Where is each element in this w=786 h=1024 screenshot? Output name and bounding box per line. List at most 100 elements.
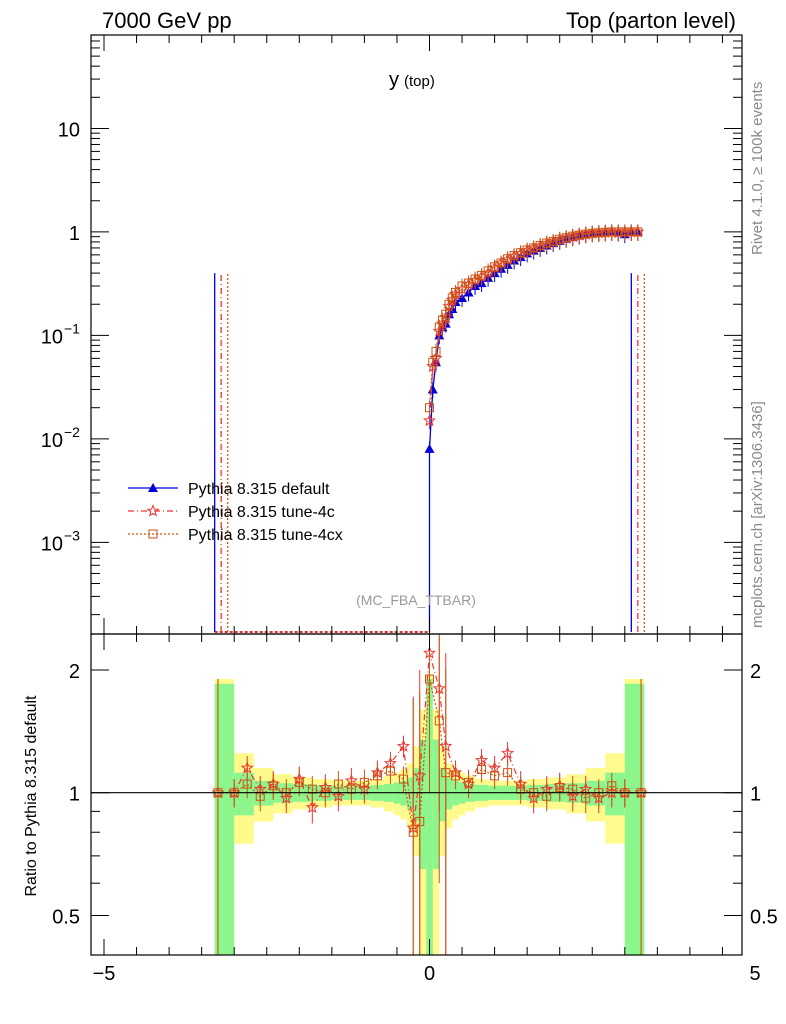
data-point-square — [548, 236, 558, 246]
ratio-y-tick-label: 1 — [69, 784, 80, 806]
ratio-series-square — [213, 634, 646, 955]
data-point-square — [613, 227, 623, 237]
data-point-square — [451, 771, 461, 781]
energy-label: 7000 GeV pp — [102, 8, 232, 33]
uncertainty-band-green — [439, 767, 446, 822]
data-point-square — [242, 779, 252, 789]
data-point-square — [268, 781, 278, 791]
uncertainty-band-green — [413, 767, 420, 822]
ratio-plot-panel: −5 0 5 2 2 1 1 0.5 0.5 Ratio to Pythia 8.315 def… — [23, 633, 778, 985]
y-tick-label: 10 — [41, 430, 63, 452]
data-point-triangle — [427, 384, 438, 394]
data-point-star — [331, 789, 345, 802]
data-point-square — [516, 248, 526, 258]
data-point-square — [372, 771, 382, 781]
data-point-square — [503, 768, 513, 778]
uncertainty-band-green — [426, 679, 430, 955]
uncertainty-band-green — [605, 772, 625, 816]
data-point-square — [359, 777, 369, 787]
uncertainty-band-green — [214, 683, 235, 955]
data-point-triangle — [424, 443, 435, 453]
data-point-star — [429, 351, 443, 364]
data-point-square — [333, 779, 343, 789]
data-point-square — [294, 777, 304, 787]
data-point-square — [568, 231, 578, 241]
series-line — [428, 231, 638, 421]
ratio-ylabel: Ratio to Pythia 8.315 default — [23, 695, 40, 897]
series-triangle — [424, 224, 643, 458]
data-point-square — [633, 227, 643, 237]
data-point-square — [581, 793, 591, 803]
x-tick-label: −5 — [93, 963, 116, 985]
data-point-square — [444, 299, 454, 309]
analysis-watermark: (MC_FBA_TTBAR) — [356, 592, 476, 608]
ratio-y-tick-label-right: 0.5 — [750, 906, 778, 928]
mcplots-label: mcplots.cern.ch [arXiv:1306.3436] — [749, 401, 766, 628]
data-point-square — [415, 816, 425, 826]
legend-label: Pythia 8.315 tune-4cx — [188, 527, 343, 544]
data-point-square — [594, 228, 604, 238]
ratio-y-tick-label-right: 1 — [750, 784, 761, 806]
data-point-square — [148, 529, 158, 539]
y-tick-label: 10 — [58, 119, 80, 141]
y-tick-label: 1 — [69, 223, 80, 245]
data-point-square — [581, 229, 591, 239]
data-point-square — [464, 777, 474, 787]
data-point-square — [607, 227, 617, 237]
uncertainty-band-green — [624, 683, 645, 955]
data-point-square — [434, 322, 444, 332]
uncertainty-band-green — [445, 777, 453, 810]
y-tick-exponent: −3 — [64, 527, 80, 543]
data-point-square — [477, 765, 487, 775]
data-point-square — [425, 403, 434, 413]
data-point-square — [431, 346, 441, 356]
legend-label: Pythia 8.315 tune-4c — [188, 504, 335, 521]
ratio-y-tick-label-right: 2 — [750, 661, 761, 683]
data-point-star — [305, 800, 319, 813]
series-line — [428, 231, 638, 449]
ratio-y-tick-label: 2 — [69, 661, 80, 683]
data-point-square — [438, 315, 448, 325]
data-point-square — [522, 245, 532, 255]
uncertainty-band-green — [432, 739, 440, 870]
data-point-square — [529, 243, 539, 253]
data-point-square — [555, 782, 565, 792]
ratio-frame — [90, 633, 743, 956]
data-point-square — [503, 254, 513, 264]
data-point-square — [620, 227, 630, 237]
series-square — [425, 224, 643, 417]
x-tick-label: 5 — [749, 963, 760, 985]
legend-label: Pythia 8.315 default — [188, 481, 330, 498]
process-label: Top (parton level) — [566, 8, 736, 33]
uncertainty-band-green — [429, 679, 433, 955]
uncertainty-band-green — [419, 739, 427, 870]
data-point-square — [451, 287, 461, 297]
legend: Pythia 8.315 default Pythia 8.315 tune-4c… — [128, 481, 343, 544]
y-tick-label: 10 — [41, 326, 63, 348]
data-point-square — [561, 233, 571, 243]
data-point-square — [425, 674, 434, 684]
data-point-square — [428, 357, 438, 367]
data-point-square — [441, 768, 451, 778]
plot-title-sub: (top) — [404, 73, 435, 90]
data-point-star — [396, 739, 410, 752]
data-point-star — [501, 746, 515, 759]
data-point-star — [240, 761, 254, 774]
rivet-label: Rivet 4.1.0, ≥ 100k events — [749, 82, 766, 255]
data-point-star — [146, 504, 160, 517]
data-point-square — [447, 293, 457, 303]
data-point-star — [423, 413, 436, 427]
data-point-square — [626, 227, 636, 237]
x-tick-label: 0 — [424, 963, 435, 985]
data-point-square — [542, 238, 552, 248]
data-point-square — [385, 766, 395, 776]
data-point-square — [509, 251, 519, 261]
data-point-square — [600, 227, 610, 237]
data-point-square — [398, 774, 408, 784]
data-point-square — [535, 240, 545, 250]
data-point-square — [457, 281, 467, 291]
data-point-square — [408, 827, 418, 837]
data-point-square — [607, 781, 617, 791]
